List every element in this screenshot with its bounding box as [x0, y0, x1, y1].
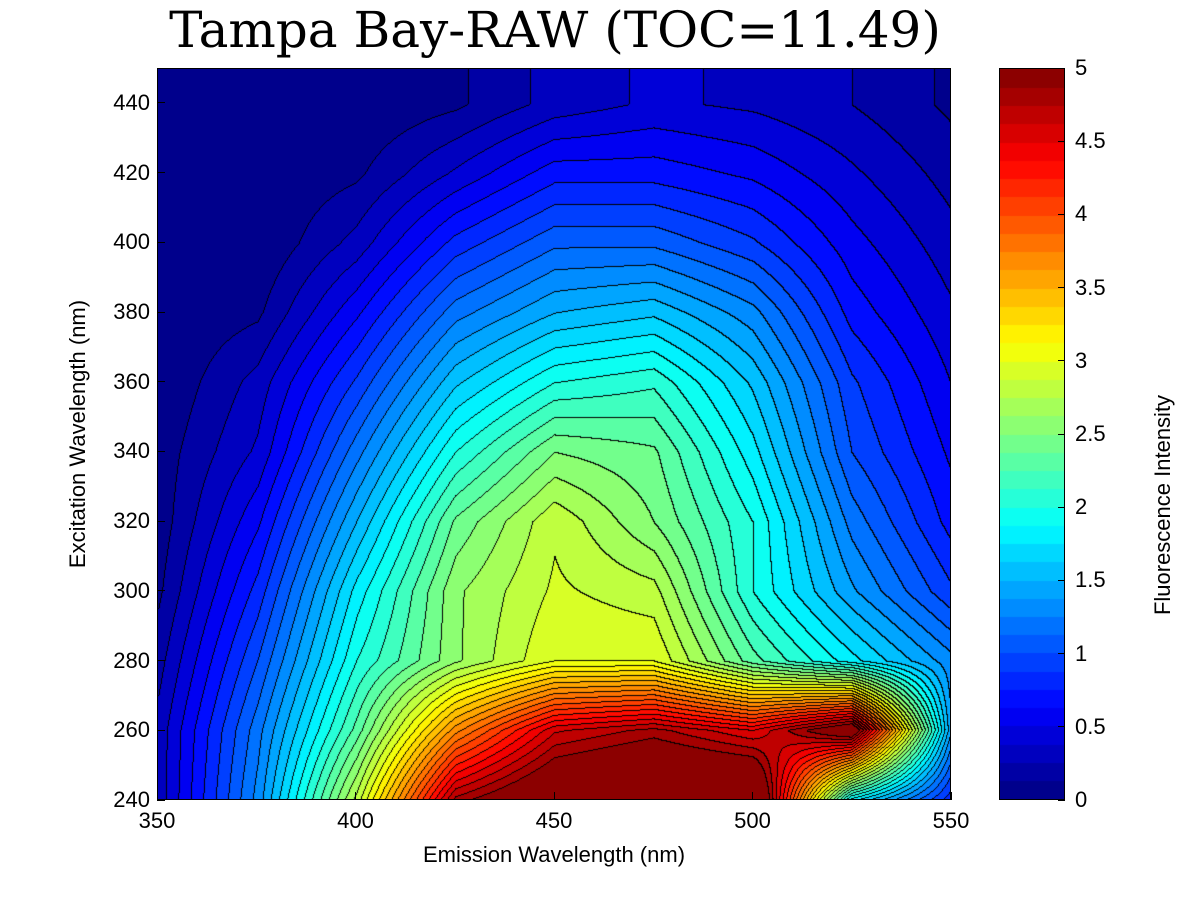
y-tick-label: 260 — [113, 717, 150, 743]
y-tick-mark — [157, 729, 165, 731]
x-tick-mark — [355, 792, 356, 800]
y-tick-mark — [157, 660, 165, 662]
x-axis-label: Emission Wavelength (nm) — [422, 842, 686, 867]
colorbar-tick-label: 0.5 — [1075, 713, 1106, 739]
y-axis-label: Excitation Wavelength (nm) — [65, 299, 90, 569]
x-tick-mark — [553, 792, 555, 800]
colorbar-tick-mark — [1058, 140, 1065, 142]
colorbar-tick-label: 4 — [1075, 201, 1088, 227]
x-tick-mark — [950, 792, 952, 800]
x-tick-mark — [752, 792, 753, 800]
colorbar-tick-label: 5 — [1075, 55, 1088, 80]
x-tick-label: 400 — [337, 808, 374, 833]
colorbar-tick-mark — [1058, 653, 1065, 655]
y-tick-label: 280 — [113, 647, 150, 673]
colorbar-tick-mark — [1058, 506, 1065, 508]
y-tick-mark — [157, 311, 165, 313]
y-tick-mark — [157, 172, 165, 174]
y-tick-label: 300 — [113, 577, 150, 603]
colorbar-tick-mark — [1058, 579, 1065, 581]
y-tick-mark — [157, 241, 165, 243]
y-tick-mark — [157, 102, 165, 104]
contour-plot-area — [157, 68, 951, 800]
colorbar-tick-label: 0 — [1075, 787, 1088, 812]
filled-contour-heatmap — [158, 69, 950, 799]
colorbar-tick-label: 3.5 — [1075, 274, 1106, 300]
colorbar-tick-mark — [1058, 799, 1065, 801]
colorbar-tick-mark — [1058, 213, 1065, 215]
colorbar-tick-mark — [1058, 67, 1065, 69]
colorbar-tick-label: 4.5 — [1075, 128, 1106, 154]
x-tick-label: 350 — [138, 808, 176, 833]
y-tick-mark — [157, 520, 165, 522]
colorbar-tick-label: 1 — [1075, 640, 1088, 666]
colorbar-tick-mark — [1058, 287, 1065, 289]
y-tick-label: 320 — [113, 508, 150, 534]
colorbar-gradient — [1000, 69, 1064, 799]
colorbar-tick-mark — [1058, 433, 1065, 435]
x-tick-label: 450 — [535, 808, 573, 833]
y-tick-label: 240 — [113, 787, 150, 812]
y-tick-mark — [157, 381, 165, 383]
y-tick-mark — [157, 450, 165, 452]
y-tick-label: 340 — [113, 438, 150, 464]
colorbar-label: Fluorescence Intensity — [1150, 394, 1175, 616]
y-tick-mark — [157, 799, 165, 801]
colorbar-tick-label: 2.5 — [1075, 421, 1106, 446]
y-tick-mark — [157, 590, 165, 592]
colorbar-tick-label: 1.5 — [1075, 567, 1106, 593]
x-tick-label: 550 — [932, 808, 970, 833]
colorbar-tick-mark — [1058, 360, 1065, 362]
y-tick-label: 400 — [113, 229, 150, 255]
y-tick-label: 420 — [113, 159, 150, 185]
colorbar — [999, 68, 1065, 800]
colorbar-tick-label: 3 — [1075, 347, 1088, 373]
y-tick-label: 360 — [113, 368, 150, 394]
colorbar-tick-mark — [1058, 726, 1065, 728]
x-tick-label: 500 — [734, 808, 771, 833]
colorbar-tick-label: 2 — [1075, 494, 1088, 520]
y-tick-label: 440 — [113, 89, 150, 115]
y-tick-label: 380 — [113, 299, 150, 324]
x-tick-mark — [156, 792, 158, 800]
chart-title: Tampa Bay-RAW (TOC=11.49) — [169, 1, 941, 59]
